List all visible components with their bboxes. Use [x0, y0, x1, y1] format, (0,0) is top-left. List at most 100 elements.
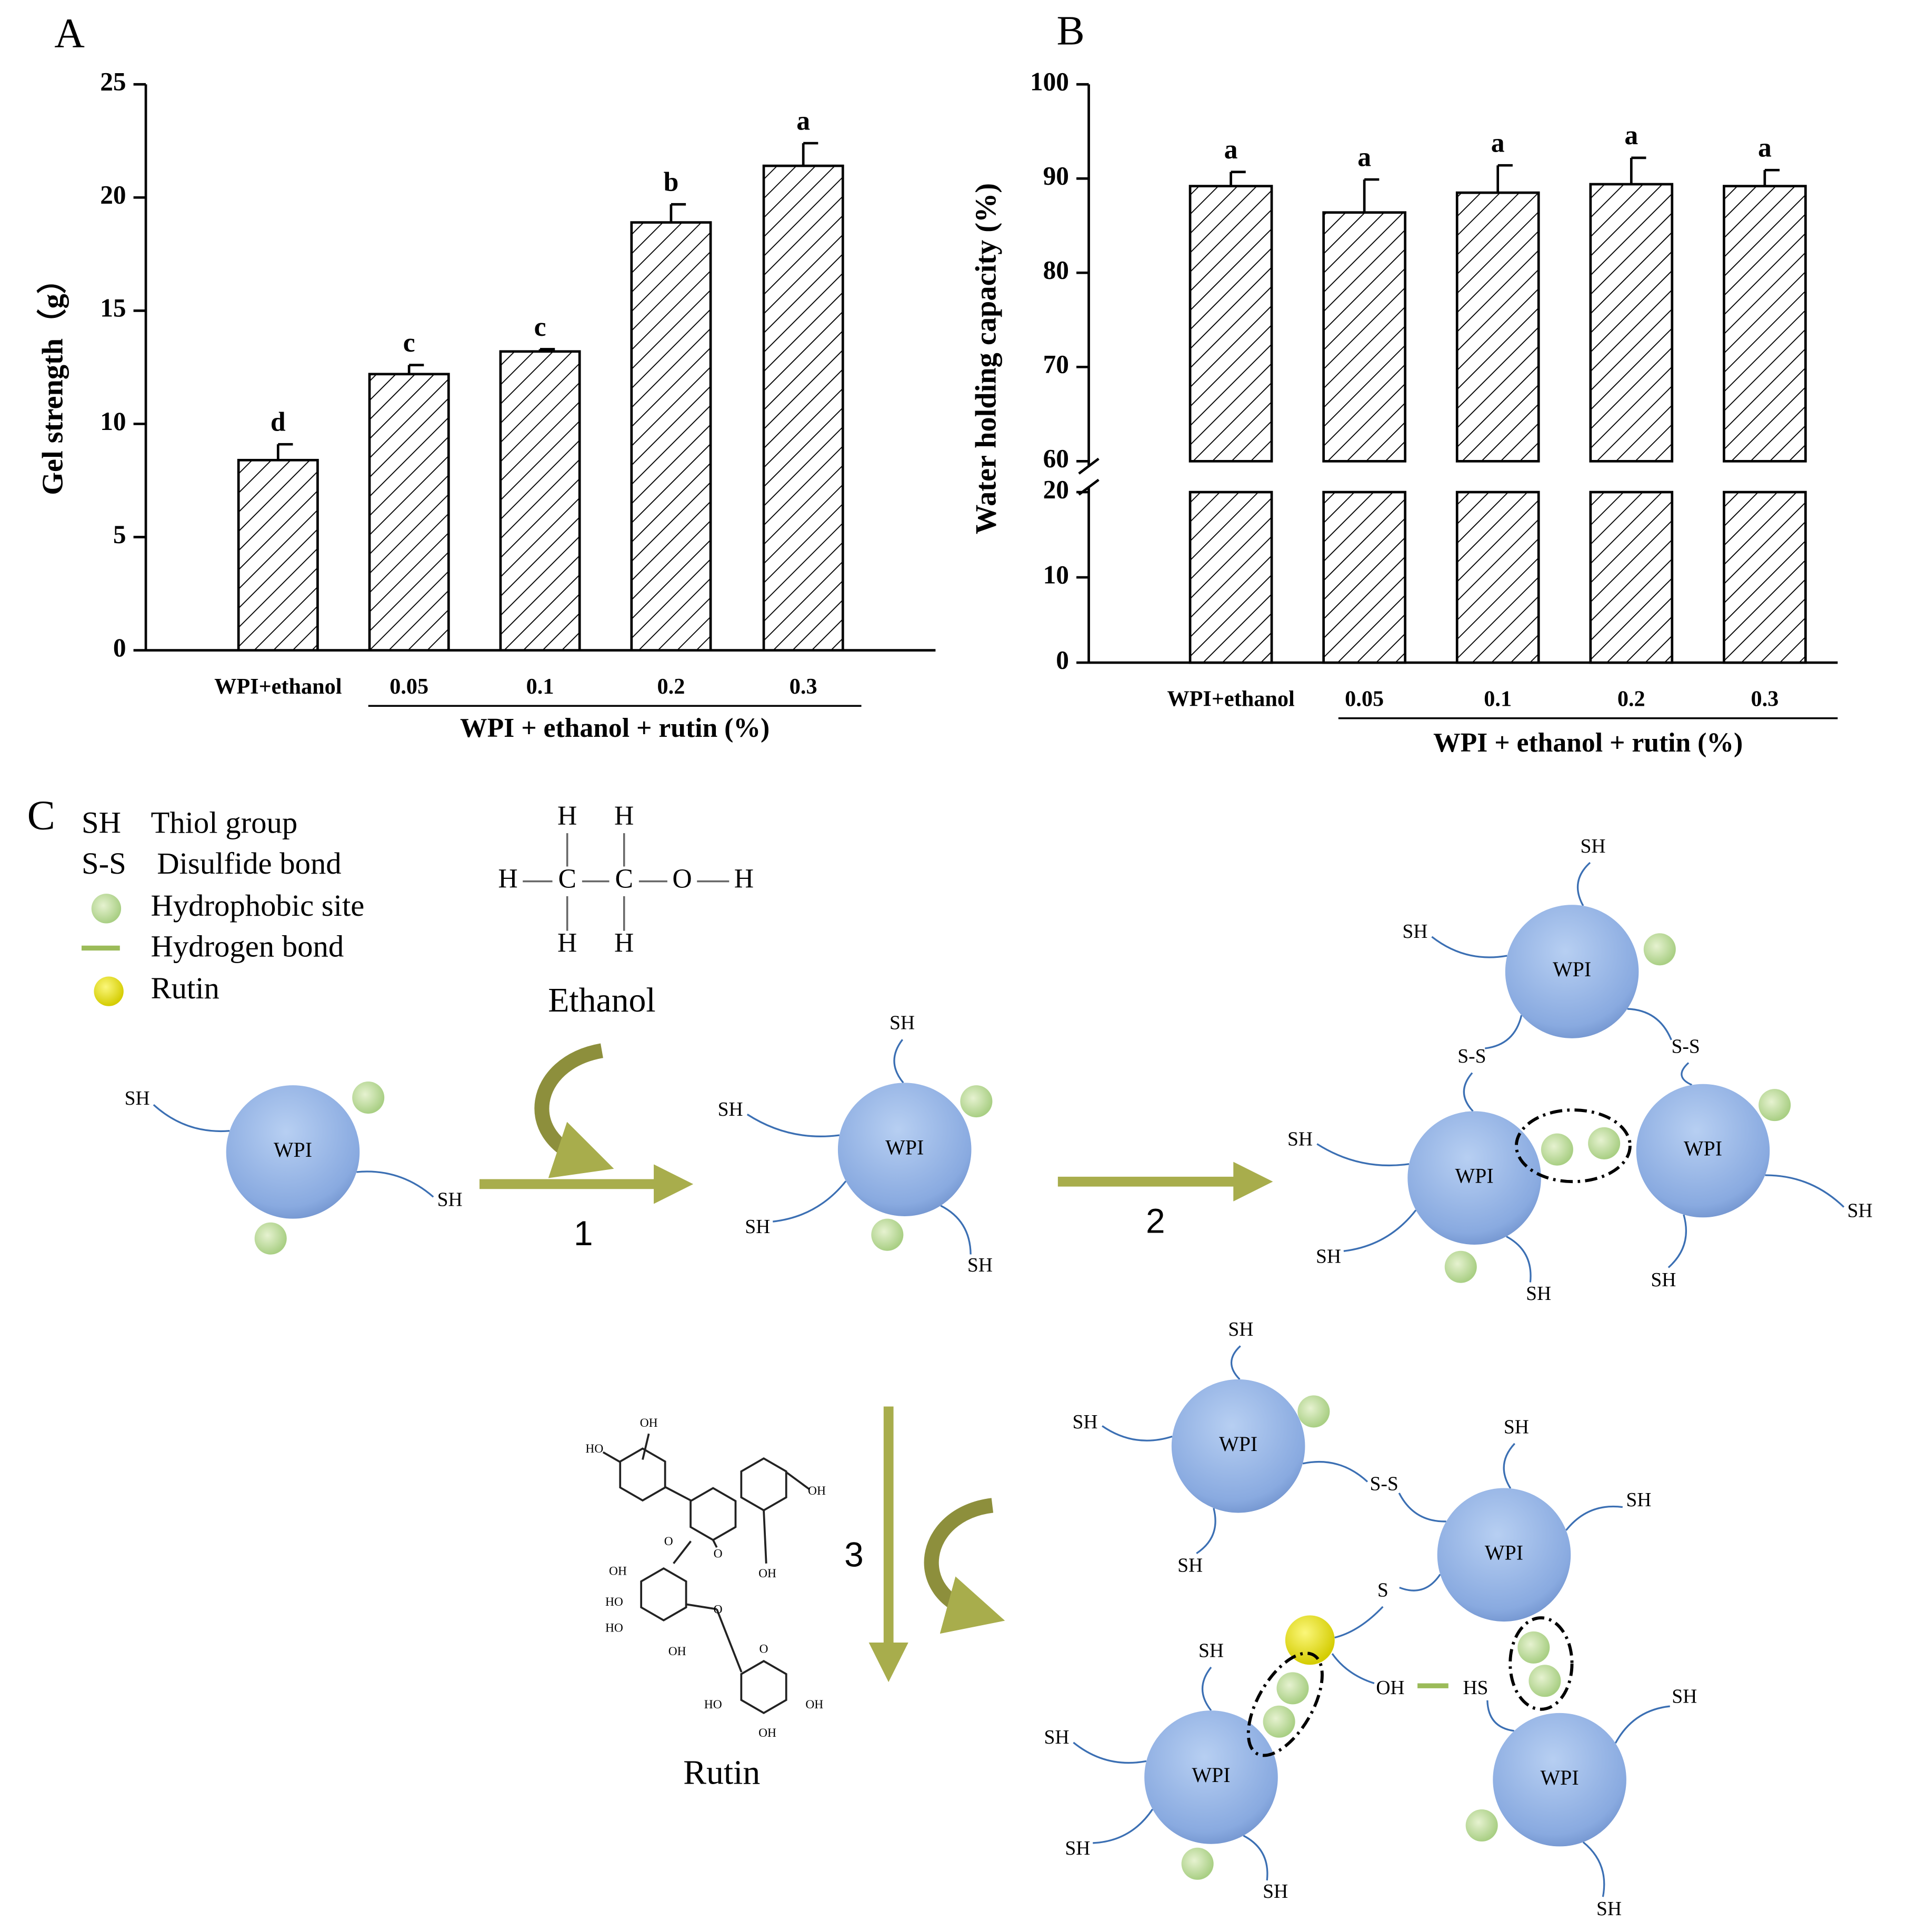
bar-lower	[1322, 490, 1406, 664]
atom: H	[734, 864, 754, 894]
significance-letter: a	[796, 106, 810, 136]
bond	[685, 1603, 717, 1610]
y-tick-label: 5	[113, 520, 126, 549]
interaction-ellipse	[1514, 1108, 1632, 1184]
group-label: SH	[890, 1013, 915, 1034]
significance-letter: d	[271, 407, 286, 437]
group-label: SH	[1044, 1727, 1069, 1748]
linker	[1627, 1008, 1672, 1040]
atom: OH	[758, 1567, 776, 1580]
significance-letter: a	[1357, 142, 1371, 172]
atom: O	[714, 1603, 723, 1616]
atom: OH	[808, 1484, 826, 1498]
linker	[1503, 1443, 1515, 1489]
y-tick-label: 70	[1043, 350, 1069, 379]
x-tick-label: 0.3	[790, 674, 817, 699]
bar	[630, 221, 712, 652]
y-tick-label: 20	[100, 181, 126, 209]
interaction-ellipse	[1509, 1616, 1574, 1711]
panel-label: B	[1056, 8, 1084, 54]
hydrophobic-site	[1759, 1089, 1791, 1122]
significance-letter: c	[403, 328, 415, 358]
atom: H	[614, 928, 634, 958]
hydrophobic-site	[1517, 1631, 1550, 1664]
bar-upper	[1188, 185, 1273, 463]
curved-arrow	[924, 1498, 1005, 1634]
atom: O	[714, 1547, 723, 1561]
bar	[499, 350, 581, 652]
bond	[716, 1608, 743, 1673]
hydrophobic-site	[1263, 1705, 1295, 1738]
linker	[1302, 1460, 1368, 1483]
panel-label: A	[54, 10, 85, 56]
caption: Rutin	[683, 1754, 760, 1792]
group-label: SH	[1580, 836, 1605, 857]
legend-rutin	[94, 976, 124, 1006]
wpi-label: WPI	[1541, 1766, 1579, 1789]
group-label: S-S	[1370, 1473, 1398, 1495]
significance-letter: a	[1491, 128, 1505, 158]
bar-upper	[1322, 211, 1406, 463]
linker	[1201, 1666, 1212, 1711]
group-label: SH	[1504, 1416, 1529, 1438]
hydrophobic-site	[1181, 1847, 1214, 1880]
linker	[1681, 1062, 1693, 1086]
linker	[1431, 936, 1507, 958]
linker	[746, 1114, 840, 1137]
atom: H	[557, 928, 577, 958]
y-axis-label: Water holding capacity (%)	[970, 183, 1002, 534]
x-tick-label: 0.05	[1345, 687, 1384, 712]
bar	[368, 373, 450, 652]
legend-text: Hydrogen bond	[151, 929, 344, 963]
curved-arrow	[534, 1043, 614, 1178]
interaction-ellipse	[1246, 1651, 1324, 1757]
legend-text: Thiol group	[151, 805, 297, 839]
atom: OH	[609, 1565, 627, 1578]
linker	[356, 1170, 434, 1198]
atom: OH	[758, 1726, 776, 1740]
rutin-ball	[1285, 1615, 1335, 1665]
atom: OH	[668, 1645, 686, 1658]
y-tick-label: 10	[1043, 560, 1069, 589]
linker	[1196, 1508, 1216, 1554]
y-tick-label: 25	[100, 67, 126, 96]
linker	[1230, 1345, 1241, 1380]
y-tick-label: 15	[100, 294, 126, 323]
linker	[1243, 1835, 1268, 1881]
y-axis-label: Gel strength（g）	[36, 264, 69, 495]
legend-symbol: SH	[82, 805, 121, 839]
group-label: S-S	[1671, 1036, 1700, 1057]
wpi-label: WPI	[1684, 1137, 1722, 1160]
group-label: SH	[1402, 921, 1427, 943]
group-label: SH	[1651, 1269, 1676, 1291]
linker	[1331, 1653, 1375, 1685]
atom: H	[557, 801, 577, 831]
significance-letter: a	[1224, 135, 1238, 165]
linker	[893, 1039, 904, 1084]
group-label: SH	[125, 1088, 150, 1109]
x-tick-label: 0.1	[526, 674, 554, 699]
bar-lower	[1188, 490, 1273, 664]
ring	[690, 1487, 737, 1541]
legend-text: Hydrophobic site	[151, 888, 364, 923]
group-label: SH	[1177, 1555, 1203, 1576]
y-tick-label: 20	[1043, 475, 1069, 504]
wpi-label: WPI	[1192, 1763, 1230, 1787]
x-tick-label: 0.2	[1617, 687, 1645, 712]
linker	[1343, 1209, 1417, 1252]
wpi-sphere	[837, 1083, 972, 1216]
wpi-label: WPI	[1219, 1432, 1257, 1456]
wpi-sphere	[226, 1085, 360, 1219]
y-tick-label: 10	[100, 407, 126, 436]
group-label: SH	[1065, 1838, 1090, 1859]
bar	[762, 164, 844, 652]
hydrophobic-site	[1643, 933, 1676, 966]
bond	[664, 1486, 692, 1501]
hydrophobic-site	[1465, 1809, 1498, 1842]
bar	[237, 458, 319, 652]
linker	[1486, 1700, 1514, 1732]
hydrophobic-site	[1529, 1665, 1561, 1697]
linker	[1102, 1425, 1173, 1442]
atom: O	[672, 864, 692, 894]
axis-break	[1078, 457, 1100, 475]
